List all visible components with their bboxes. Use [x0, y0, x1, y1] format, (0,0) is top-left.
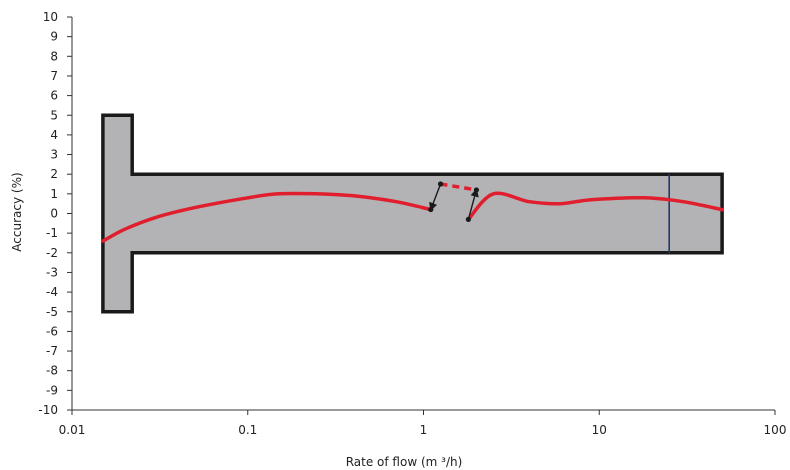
x-tick-label-10: 10 — [592, 423, 607, 437]
accuracy-curve-1 — [101, 191, 433, 243]
y-tick-label-8: 8 — [50, 49, 58, 63]
y-tick-label-3: 3 — [50, 148, 58, 162]
tolerance-envelope — [101, 113, 724, 314]
y-tick-label--1: -1 — [46, 226, 58, 240]
y-tick-label-7: 7 — [50, 69, 58, 83]
transition-arrow-1 — [429, 183, 442, 212]
y-tick-label-4: 4 — [50, 128, 58, 142]
y-tick-label-1: 1 — [50, 187, 58, 201]
y-tick-label-10: 10 — [43, 10, 58, 24]
y-tick-label-5: 5 — [50, 108, 58, 122]
transition-dot-start-1 — [437, 181, 444, 187]
x-tick-label-0.01: 0.01 — [59, 423, 86, 437]
x-tick-label-0.1: 0.1 — [238, 423, 257, 437]
y-tick-label--9: -9 — [46, 383, 58, 397]
y-tick-label--10: -10 — [38, 403, 58, 417]
y-tick-label-6: 6 — [50, 89, 58, 103]
transition-arrow-2 — [467, 188, 479, 220]
y-tick-label--2: -2 — [46, 246, 58, 260]
accuracy-curve-2 — [466, 191, 724, 222]
x-axis-title: Rate of flow (m ³/h) — [346, 455, 463, 469]
y-tick-label--4: -4 — [46, 285, 58, 299]
y-tick-label--3: -3 — [46, 265, 58, 279]
y-tick-label--8: -8 — [46, 364, 58, 378]
transition-dot-start-2 — [465, 216, 471, 222]
transition-dot-end-2 — [473, 187, 480, 193]
y-tick-label--6: -6 — [46, 324, 58, 338]
y-tick-label-0: 0 — [50, 207, 58, 221]
y-tick-label--7: -7 — [46, 344, 58, 358]
y-tick-label--5: -5 — [46, 305, 58, 319]
x-tick-label-1: 1 — [420, 423, 428, 437]
transition-dot-end-1 — [428, 206, 434, 213]
y-axis-title: Accuracy (%) — [10, 172, 24, 251]
y-tick-label-9: 9 — [50, 30, 58, 44]
y-tick-label-2: 2 — [50, 167, 58, 181]
x-tick-label-100: 100 — [764, 423, 787, 437]
